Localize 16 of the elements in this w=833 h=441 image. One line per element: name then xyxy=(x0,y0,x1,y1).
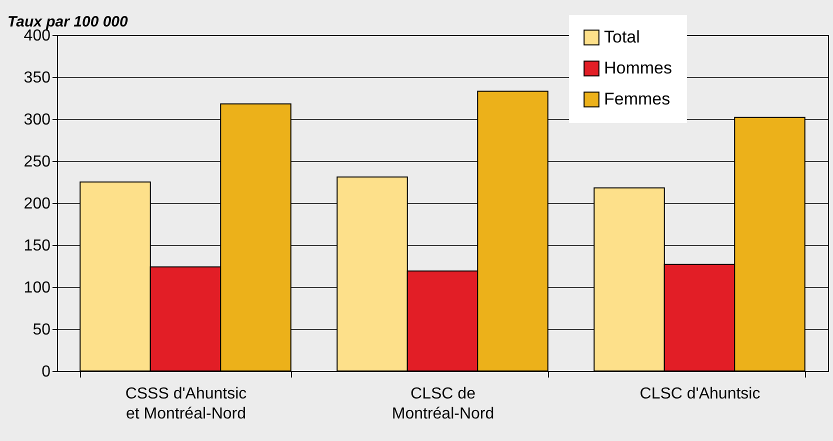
legend-label: Total xyxy=(604,28,640,46)
y-tick-label: 0 xyxy=(42,364,51,380)
legend-label: Femmes xyxy=(604,90,670,108)
x-tick-label: CLSC d'Ahuntsic xyxy=(640,386,760,402)
y-tick-label: 200 xyxy=(24,196,51,212)
y-tick-label: 300 xyxy=(24,112,51,128)
y-tick-label: 150 xyxy=(24,238,51,254)
y-tick-label: 100 xyxy=(24,280,51,296)
y-axis-title: Taux par 100 000 xyxy=(8,14,129,30)
x-tick-label: CLSC de Montréal-Nord xyxy=(392,386,494,422)
x-tick-label: CSSS d'Ahuntsic et Montréal-Nord xyxy=(125,386,247,422)
y-tick-label: 400 xyxy=(24,28,51,44)
legend-label: Hommes xyxy=(604,58,672,78)
y-tick-label: 350 xyxy=(24,70,51,86)
y-tick-label: 250 xyxy=(24,154,51,170)
y-tick-label: 50 xyxy=(32,322,51,338)
